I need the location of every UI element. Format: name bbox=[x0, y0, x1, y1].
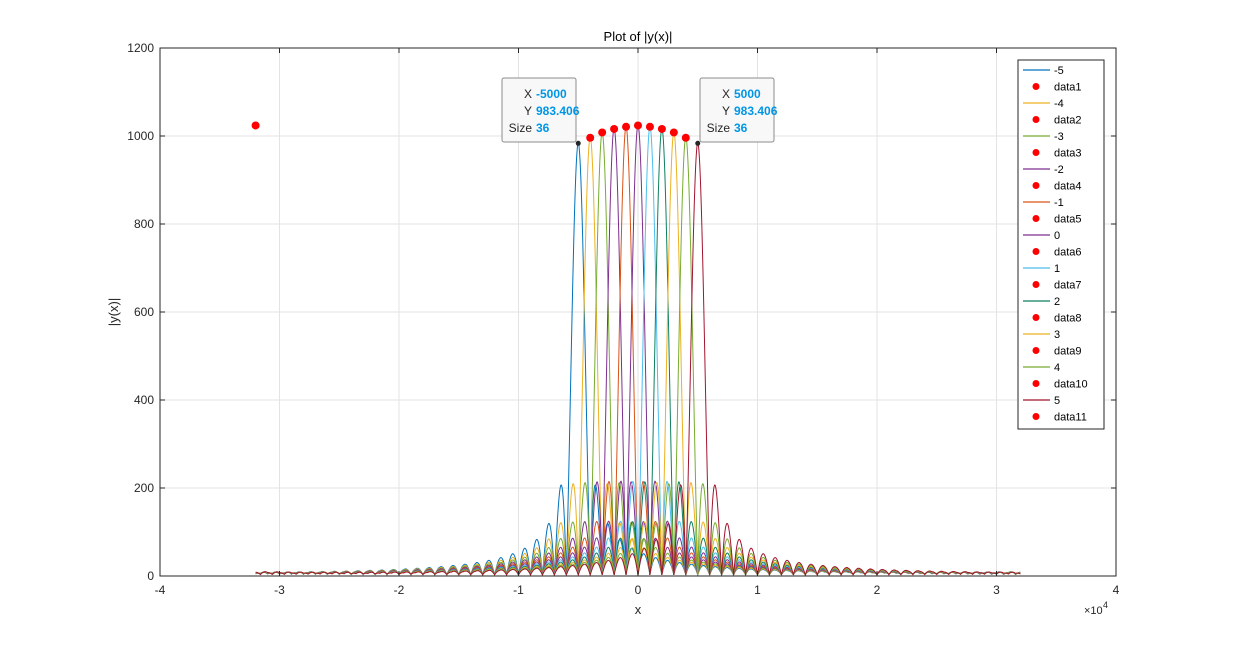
datatip-field-label: X bbox=[524, 87, 532, 101]
legend-entry-label: -1 bbox=[1054, 197, 1064, 209]
legend-entry-label: data3 bbox=[1054, 148, 1082, 160]
datatip-field-value: 36 bbox=[734, 121, 748, 135]
data-marker[interactable] bbox=[645, 122, 654, 131]
legend-entry-label: 3 bbox=[1054, 329, 1060, 341]
datatip-anchor bbox=[575, 140, 581, 146]
y-tick-label: 600 bbox=[134, 305, 154, 319]
legend[interactable]: -5 data1 -4 data2 -3 data3 -2 data4 -1 data5 0 data… bbox=[1017, 59, 1105, 430]
legend-entry-label: 1 bbox=[1054, 263, 1060, 275]
legend-marker-swatch bbox=[1032, 182, 1040, 189]
y-tick-label: 400 bbox=[134, 393, 154, 407]
x-tick-label: 0 bbox=[635, 583, 642, 597]
x-tick-label: 3 bbox=[993, 583, 1000, 597]
legend-entry-label: data5 bbox=[1054, 214, 1082, 226]
datatip-field-value: 5000 bbox=[734, 87, 761, 101]
legend-marker-swatch bbox=[1032, 83, 1040, 90]
data-marker[interactable] bbox=[681, 133, 690, 142]
legend-entry-label: 5 bbox=[1054, 395, 1060, 407]
data-marker[interactable] bbox=[598, 128, 607, 137]
legend-entry-label: data2 bbox=[1054, 115, 1082, 127]
y-tick-label: 1200 bbox=[127, 41, 154, 55]
legend-marker-swatch bbox=[1032, 380, 1040, 387]
data-marker[interactable] bbox=[634, 121, 642, 130]
legend-entry-label: data9 bbox=[1054, 346, 1082, 358]
legend-marker-swatch bbox=[1032, 347, 1040, 354]
data-marker[interactable] bbox=[610, 124, 619, 133]
legend-marker-swatch bbox=[1032, 149, 1040, 156]
data-marker[interactable] bbox=[586, 133, 595, 142]
legend-entry-label: 4 bbox=[1054, 362, 1060, 374]
datatip-box bbox=[699, 77, 775, 143]
datatip-field-value: 36 bbox=[536, 121, 550, 135]
legend-entry-label: -3 bbox=[1054, 131, 1064, 143]
legend-entry-label: data1 bbox=[1054, 82, 1082, 94]
x-exponent-power: 4 bbox=[1103, 600, 1108, 610]
datatip-box bbox=[501, 77, 577, 143]
legend-entry-label: data11 bbox=[1054, 412, 1087, 424]
datatip-field-label: Y bbox=[722, 104, 730, 118]
datatip-field-label: Size bbox=[707, 121, 731, 135]
datatip-anchor bbox=[695, 140, 701, 146]
legend-entry-label: data7 bbox=[1054, 280, 1082, 292]
legend-marker-swatch bbox=[1032, 116, 1040, 123]
axis-ticks: -4 -3 -2 -1 0 1 2 3 4 0 200 400 600 800 1000 1200 bbox=[127, 41, 1119, 597]
x-exponent-multiplier: ×10 bbox=[1084, 605, 1103, 617]
y-tick-label: 800 bbox=[134, 217, 154, 231]
legend-entry-label: 2 bbox=[1054, 296, 1060, 308]
datatip-field-value: -5000 bbox=[536, 87, 567, 101]
y-tick-label: 200 bbox=[134, 481, 154, 495]
datatip-field-label: Size bbox=[509, 121, 533, 135]
data-marker[interactable] bbox=[622, 122, 631, 131]
legend-marker-swatch bbox=[1032, 248, 1040, 255]
data-marker[interactable] bbox=[657, 124, 666, 133]
datatip-field-label: Y bbox=[524, 104, 532, 118]
data-marker[interactable] bbox=[251, 121, 260, 130]
datatip-field-label: X bbox=[722, 87, 730, 101]
legend-entry-label: data8 bbox=[1054, 313, 1082, 325]
legend-entry-label: -5 bbox=[1054, 65, 1064, 77]
chart-title: Plot of |y(x)| bbox=[604, 29, 673, 44]
legend-marker-swatch bbox=[1032, 281, 1040, 288]
legend-marker-swatch bbox=[1032, 215, 1040, 222]
y-tick-label: 0 bbox=[147, 569, 154, 583]
legend-entry-label: data10 bbox=[1054, 379, 1088, 391]
marker-points bbox=[251, 121, 690, 142]
y-tick-label: 1000 bbox=[127, 129, 154, 143]
x-axis-label: x bbox=[635, 602, 642, 617]
x-tick-label: 2 bbox=[874, 583, 881, 597]
legend-entry-label: data4 bbox=[1054, 181, 1082, 193]
x-tick-label: 1 bbox=[754, 583, 761, 597]
y-axis-label: |y(x)| bbox=[106, 298, 121, 326]
legend-marker-swatch bbox=[1032, 413, 1040, 420]
datatip-field-value: 983.406 bbox=[734, 104, 778, 118]
legend-marker-swatch bbox=[1032, 314, 1040, 321]
legend-entry-label: -4 bbox=[1054, 98, 1064, 110]
legend-entry-label: -2 bbox=[1054, 164, 1064, 176]
data-marker[interactable] bbox=[669, 128, 678, 137]
x-tick-label: -1 bbox=[513, 583, 524, 597]
legend-entry-label: data6 bbox=[1054, 247, 1082, 259]
x-tick-label: -2 bbox=[394, 583, 405, 597]
x-tick-label: -4 bbox=[155, 583, 166, 597]
datatip-field-value: 983.406 bbox=[536, 104, 580, 118]
legend-entry-label: 0 bbox=[1054, 230, 1060, 242]
x-tick-label: 4 bbox=[1113, 583, 1120, 597]
x-tick-label: -3 bbox=[274, 583, 285, 597]
